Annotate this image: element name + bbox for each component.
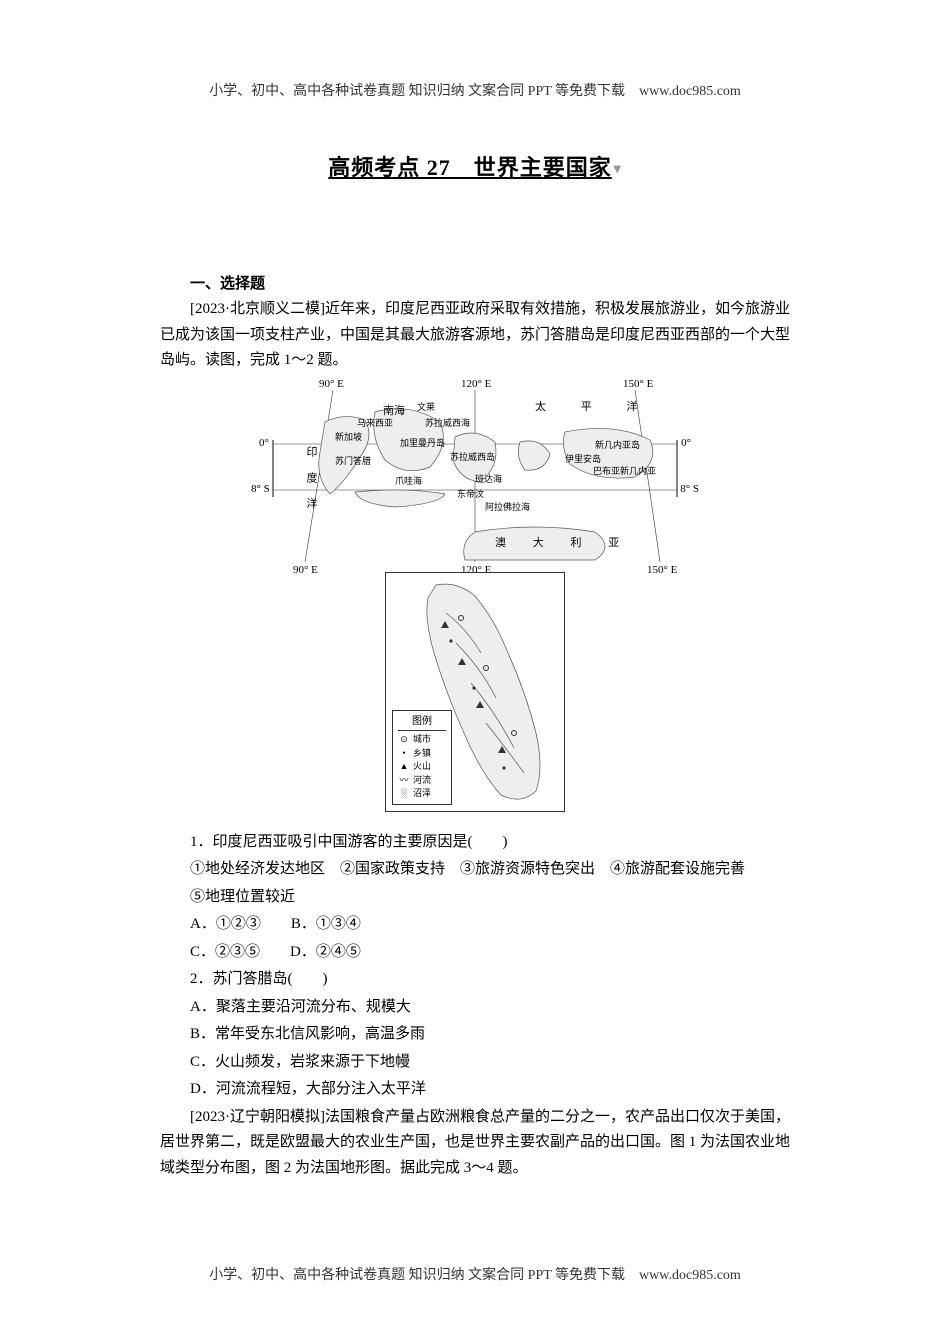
label-brunei: 文莱	[417, 400, 435, 413]
legend-city: ⊙城市	[398, 733, 446, 747]
page-title: 高频考点 27 世界主要国家▾	[160, 150, 790, 182]
q1-sub5: ⑤地理位置较近	[160, 885, 790, 911]
label-arafura: 阿拉佛拉海	[485, 500, 530, 513]
legend-city-label: 城市	[413, 733, 431, 747]
q1-options-1: A．①②③ B．①③④	[160, 912, 790, 938]
legend-title: 图例	[398, 714, 446, 731]
legend-town: •乡镇	[398, 747, 446, 761]
q2-c: C．火山频发，岩浆来源于下地幔	[160, 1050, 790, 1076]
q1-options-2: C．②③⑤ D．②④⑤	[160, 940, 790, 966]
label-banda: 班达海	[475, 472, 502, 485]
dropdown-icon: ▾	[614, 161, 622, 178]
lat-0-right: 0°	[681, 437, 691, 449]
legend-volcano-label: 火山	[413, 760, 431, 774]
q1-stem: 1．印度尼西亚吸引中国游客的主要原因是( )	[160, 830, 790, 856]
legend-swamp-label: 沼泽	[413, 787, 431, 801]
map-region: 90° E 120° E 150° E 0° 0° 8° S 8° S 90° …	[265, 382, 685, 812]
label-pacific: 太 平 洋	[535, 398, 654, 414]
paragraph-2: [2023·辽宁朝阳模拟]法国粮食产量占欧洲粮食总产量的二分之一，农产品出口仅次…	[160, 1105, 790, 1182]
q1-subs: ①地处经济发达地区 ②国家政策支持 ③旅游资源特色突出 ④旅游配套设施完善	[160, 857, 790, 883]
intro-paragraph: [2023·北京顺义二模]近年来，印度尼西亚政府采取有效措施，积极发展旅游业，如…	[160, 297, 790, 374]
label-singapore: 新加坡	[335, 430, 362, 443]
page-header: 小学、初中、高中各种试卷真题 知识归纳 文案合同 PPT 等免费下载 www.d…	[160, 80, 790, 100]
map-figure: 90° E 120° E 150° E 0° 0° 8° S 8° S 90° …	[160, 382, 790, 816]
lat-8s-right: 8° S	[680, 483, 699, 495]
label-png: 巴布亚新几内亚	[593, 464, 656, 477]
lon-150e: 150° E	[623, 378, 653, 390]
legend-river-label: 河流	[413, 774, 431, 788]
legend-town-label: 乡镇	[413, 747, 431, 761]
legend-river: 〰河流	[398, 774, 446, 788]
lat-0-left: 0°	[259, 437, 269, 449]
q2-stem: 2．苏门答腊岛( )	[160, 967, 790, 993]
q2-a: A．聚落主要沿河流分布、规模大	[160, 995, 790, 1021]
map-sumatra-detail: 图例 ⊙城市 •乡镇 ▲火山 〰河流 ░沼泽	[385, 572, 565, 812]
lon-90e-b: 90° E	[293, 564, 318, 576]
label-timor: 东帝汶	[457, 487, 484, 500]
label-java-sea: 爪哇海	[395, 474, 422, 487]
label-sulawesi: 苏拉威西岛	[450, 450, 495, 463]
map-legend: 图例 ⊙城市 •乡镇 ▲火山 〰河流 ░沼泽	[392, 710, 452, 805]
lon-150e-b: 150° E	[647, 564, 677, 576]
q2-d: D．河流流程短，大部分注入太平洋	[160, 1077, 790, 1103]
lat-8s-left: 8° S	[251, 483, 270, 495]
legend-volcano: ▲火山	[398, 760, 446, 774]
title-text: 高频考点 27 世界主要国家	[328, 155, 612, 180]
q2-b: B．常年受东北信风影响，高温多雨	[160, 1022, 790, 1048]
label-new-guinea: 新几内亚岛	[595, 438, 640, 451]
map-indonesia-region: 90° E 120° E 150° E 0° 0° 8° S 8° S 90° …	[265, 382, 685, 562]
label-aus: 澳 大 利 亚	[495, 534, 631, 550]
label-malaysia: 马来西亚	[357, 416, 393, 429]
label-indian: 印 度 洋	[303, 446, 319, 515]
lon-90e: 90° E	[319, 378, 344, 390]
section-heading: 一、选择题	[160, 272, 790, 293]
legend-swamp: ░沼泽	[398, 787, 446, 801]
label-kalimantan: 加里曼丹岛	[400, 436, 445, 449]
page-footer: 小学、初中、高中各种试卷真题 知识归纳 文案合同 PPT 等免费下载 www.d…	[0, 1264, 950, 1284]
label-sulawesi-sea: 苏拉威西海	[425, 416, 470, 429]
label-sumatera-top: 苏门答腊	[335, 454, 371, 467]
lon-120e: 120° E	[461, 378, 491, 390]
